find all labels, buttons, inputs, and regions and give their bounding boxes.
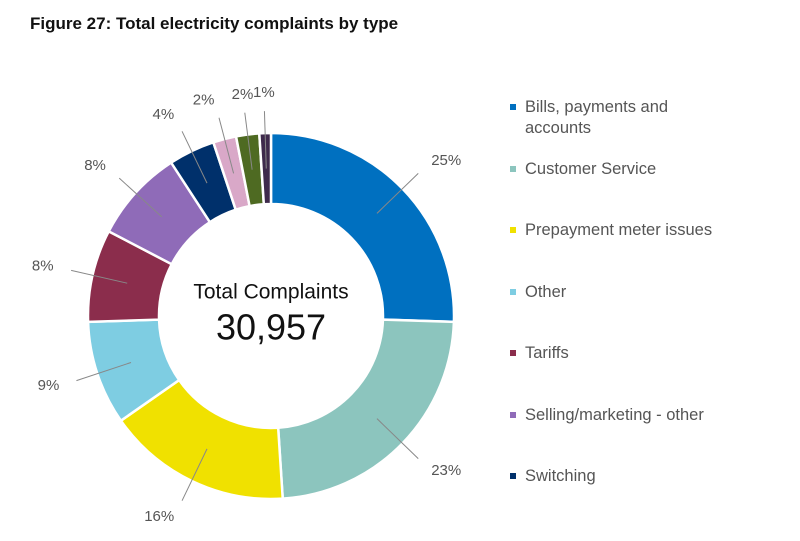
legend-item: Customer Service [510, 159, 725, 221]
legend-item: Switching [510, 466, 725, 528]
chart-title: Figure 27: Total electricity complaints … [30, 14, 399, 33]
center-title: Total Complaints [193, 281, 348, 304]
legend-swatch [510, 104, 516, 110]
legend-swatch [510, 473, 516, 479]
leader-line [76, 362, 132, 382]
leader-line [71, 269, 128, 284]
leader-line [118, 177, 163, 218]
legend-label: Other [525, 282, 567, 301]
legend-item: Bills, payments and accounts [510, 97, 725, 159]
legend-item: Tariffs [510, 343, 725, 405]
legend-swatch [510, 227, 516, 233]
leader-line [376, 418, 419, 459]
data-label: 25% [431, 152, 461, 169]
legend-label: Switching [525, 467, 596, 485]
legend-label: Prepayment meter issues [525, 221, 713, 239]
legend-swatch [510, 165, 516, 172]
legend-label: Tariffs [525, 344, 569, 362]
legend-swatch [510, 288, 516, 295]
data-label: 2% [193, 91, 215, 108]
leader-line [218, 117, 235, 174]
legend: Bills, payments and accounts Customer Ser… [510, 97, 725, 528]
leader-line [244, 112, 253, 170]
data-label: 2% [232, 86, 254, 103]
leader-line [181, 131, 208, 184]
legend-label: Customer Service [525, 159, 657, 178]
legend-item: Other [510, 282, 725, 344]
data-label: 9% [38, 377, 60, 394]
data-label: 23% [431, 462, 461, 479]
leader-line [181, 448, 208, 501]
legend-swatch [510, 350, 516, 356]
legend-label: Selling/marketing - other [525, 405, 704, 424]
leader-line [376, 173, 419, 214]
slice [269, 131, 456, 324]
data-label: 8% [84, 157, 106, 174]
legend-item: Selling/marketing - other [510, 405, 725, 467]
data-label: 8% [32, 257, 54, 274]
slice [257, 131, 273, 206]
data-label: 4% [153, 106, 175, 123]
leader-line [263, 111, 267, 169]
slice [276, 318, 456, 500]
center-total: 30,957 [216, 307, 326, 348]
legend-item: Prepayment meter issues [510, 220, 725, 282]
legend-swatch [510, 411, 516, 418]
data-label: 16% [144, 508, 174, 525]
data-label: 1% [253, 84, 275, 101]
legend-label: Bills, payments and accounts [525, 98, 669, 137]
